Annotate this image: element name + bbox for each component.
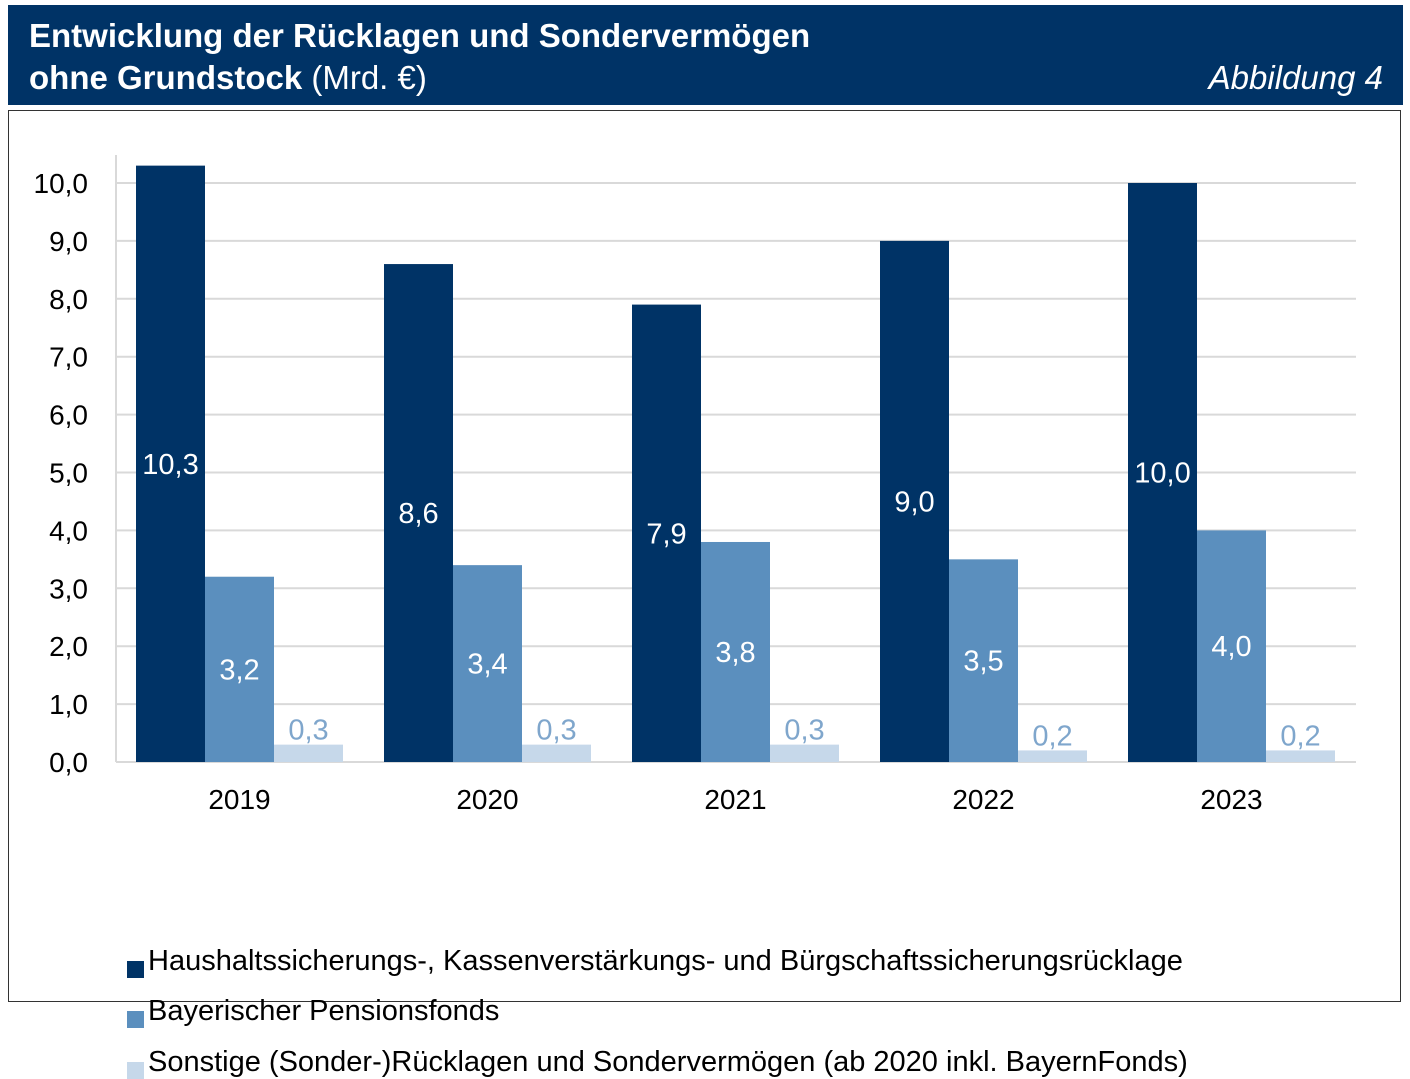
data-label-2019-series-1: 3,2	[219, 654, 259, 686]
chart-header: Entwicklung der Rücklagen und Sonderverm…	[8, 5, 1403, 105]
bar-chart: 0,0 1,0 2,0 3,0 4,0 5,0 6,0 7,0 8,0 9,0 10,0 10,3 3,…	[34, 155, 1356, 815]
bar-2021-series-0	[632, 304, 701, 762]
bar-2023-series-1	[1197, 530, 1266, 762]
bar-2020-series-0	[384, 264, 453, 762]
x-tick-label: 2021	[704, 784, 766, 815]
x-tick-label: 2019	[208, 784, 270, 815]
y-tick-label: 10,0	[34, 168, 89, 199]
chart-frame: 0,0 1,0 2,0 3,0 4,0 5,0 6,0 7,0 8,0 9,0 10,0 10,3 3,…	[8, 110, 1401, 1079]
chart-title-line2: ohne Grundstock (Mrd. €)	[29, 59, 427, 97]
y-tick-label: 5,0	[49, 458, 88, 489]
y-tick-label: 3,0	[49, 573, 88, 604]
figure-label: Abbildung 4	[1208, 59, 1383, 96]
data-label-2021-series-2: 0,3	[784, 715, 824, 747]
y-tick-label: 4,0	[49, 515, 88, 546]
chart-title-bold: ohne Grundstock	[29, 59, 303, 96]
data-label-2023-series-0: 10,0	[1134, 458, 1190, 490]
legend-swatch-pensionsfonds	[127, 1011, 144, 1028]
legend-label-sonstige: Sonstige (Sonder-)Rücklagen und Sonderve…	[148, 1046, 1188, 1078]
y-tick-label: 1,0	[49, 689, 88, 720]
bar-2019-series-0	[136, 165, 205, 762]
data-label-2019-series-2: 0,3	[288, 715, 328, 747]
x-tick-label: 2022	[952, 784, 1014, 815]
data-label-2023-series-1: 4,0	[1211, 631, 1251, 663]
data-label-2022-series-2: 0,2	[1032, 720, 1072, 752]
legend-swatch-sonstige	[127, 1062, 144, 1079]
data-label-2022-series-1: 3,5	[963, 646, 1003, 678]
bar-2022-series-2	[1018, 750, 1087, 762]
bar-2023-series-2	[1266, 750, 1335, 762]
data-label-2021-series-0: 7,9	[646, 518, 686, 550]
y-tick-label: 6,0	[49, 400, 88, 431]
chart-title-line1: Entwicklung der Rücklagen und Sonderverm…	[29, 17, 811, 54]
y-tick-label: 7,0	[49, 342, 88, 373]
y-tick-label: 0,0	[49, 747, 88, 778]
bar-2022-series-0	[880, 240, 949, 762]
data-label-2019-series-0: 10,3	[142, 449, 198, 481]
chart-title-unit: (Mrd. €)	[302, 59, 427, 96]
bar-2021-series-2	[770, 744, 839, 762]
data-label-2023-series-2: 0,2	[1280, 720, 1320, 752]
bar-2019-series-1	[205, 576, 274, 762]
legend-swatch-haushalt	[127, 961, 144, 978]
data-label-2021-series-1: 3,8	[715, 637, 755, 669]
y-tick-label: 9,0	[49, 226, 88, 257]
data-label-2020-series-1: 3,4	[467, 649, 507, 681]
bar-2023-series-0	[1128, 183, 1197, 762]
data-label-2022-series-0: 9,0	[894, 486, 934, 518]
x-tick-label: 2020	[456, 784, 518, 815]
bar-2020-series-2	[522, 744, 591, 762]
x-tick-label: 2023	[1200, 784, 1262, 815]
y-tick-label: 8,0	[49, 284, 88, 315]
bar-2021-series-1	[701, 541, 770, 762]
data-label-2020-series-0: 8,6	[398, 498, 438, 530]
data-label-2020-series-2: 0,3	[536, 715, 576, 747]
bar-2019-series-2	[274, 744, 343, 762]
bar-2020-series-1	[453, 565, 522, 762]
bar-2022-series-1	[949, 559, 1018, 762]
y-tick-label: 2,0	[49, 631, 88, 662]
legend-label-haushalt: Haushaltssicherungs-, Kassenverstärkungs…	[148, 945, 1183, 977]
